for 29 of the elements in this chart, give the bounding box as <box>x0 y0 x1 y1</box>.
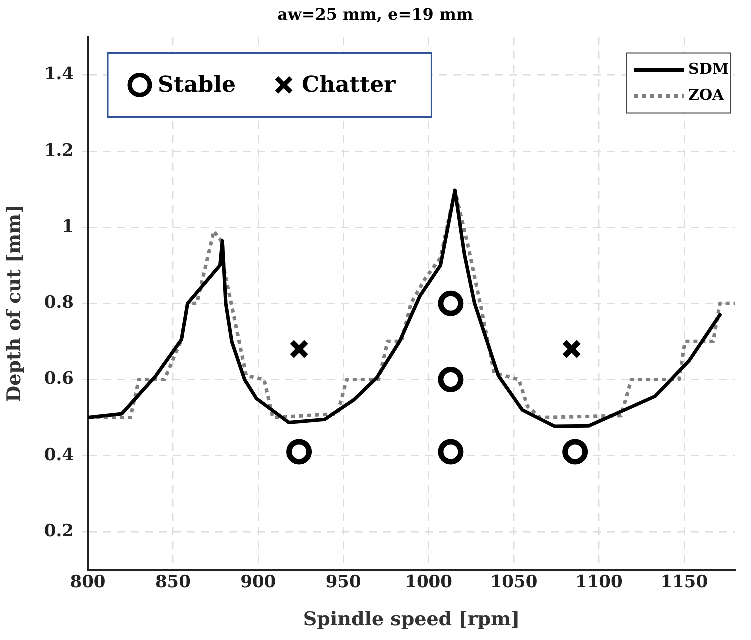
x-tick-label: 850 <box>155 572 192 593</box>
x-tick-label: 800 <box>70 572 106 593</box>
x-axis-title: Spindle speed [rpm] <box>303 608 520 631</box>
y-tick-label: 1.4 <box>44 64 74 85</box>
legend-label: Chatter <box>302 72 396 98</box>
point <box>562 439 588 465</box>
legend-label: SDM <box>688 60 729 78</box>
y-tick-label: 1.2 <box>44 140 74 161</box>
legend-label: Stable <box>158 72 236 98</box>
y-tick-label: 0.2 <box>44 521 74 542</box>
y-tick-label: 0.8 <box>44 293 74 314</box>
point <box>438 366 464 392</box>
legend-label: ZOA <box>688 86 725 104</box>
x-tick-label: 1150 <box>660 572 708 593</box>
y-tick-label: 1 <box>62 216 74 237</box>
x-tick-label: 1050 <box>490 572 538 593</box>
x-tick-label: 900 <box>240 572 276 593</box>
x-tick-label: 1100 <box>576 572 624 593</box>
point <box>286 439 312 465</box>
x-tick-label: 1000 <box>405 572 453 593</box>
point <box>289 339 310 360</box>
y-tick-label: 0.6 <box>44 369 74 390</box>
point <box>438 439 464 465</box>
y-axis-title: Depth of cut [mm] <box>3 204 26 402</box>
chart-title: aw=25 mm, e=19 mm <box>278 4 474 24</box>
y-tick-label: 0.4 <box>44 445 74 466</box>
x-tick-label: 950 <box>326 572 362 593</box>
point <box>562 339 582 360</box>
point <box>438 290 464 316</box>
